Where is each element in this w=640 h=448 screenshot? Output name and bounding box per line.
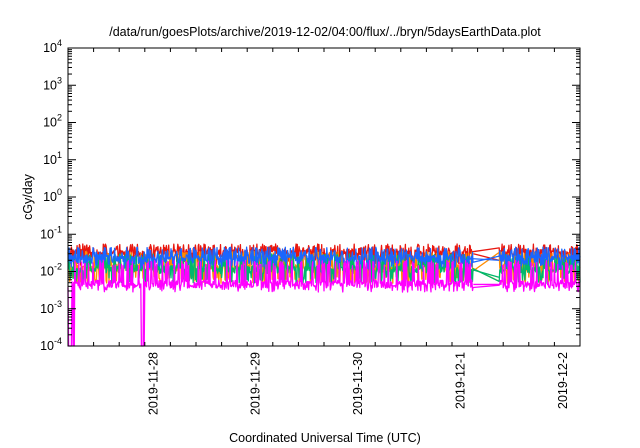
- y-axis: 10-4 10-3 10-2 10-1 100 101 102 103 104: [40, 38, 580, 353]
- x-tick-label: 2019-11-28: [146, 352, 160, 415]
- y-tick-label: 10-1: [40, 224, 62, 241]
- x-tick-label: 2019-12-1: [454, 352, 468, 409]
- series-gap-bridge: [473, 258, 499, 261]
- series-layer: [67, 243, 581, 347]
- x-axis-label: Coordinated Universal Time (UTC): [229, 431, 421, 445]
- y-axis-label: cGy/day: [21, 173, 35, 220]
- chart-title: /data/run/goesPlots/archive/2019-12-02/0…: [109, 25, 541, 39]
- y-tick-label: 104: [43, 38, 62, 55]
- y-tick-label: 102: [43, 113, 62, 130]
- x-tick-label: 2019-11-30: [351, 352, 365, 415]
- y-tick-label: 103: [43, 75, 62, 92]
- series-line: [67, 259, 581, 347]
- y-tick-label: 100: [43, 187, 62, 204]
- x-tick-label: 2019-12-2: [556, 352, 570, 409]
- y-tick-label: 10-2: [40, 262, 62, 279]
- y-tick-label: 10-3: [40, 299, 62, 316]
- x-tick-label: 2019-11-29: [249, 352, 263, 415]
- series-gap-bridge: [473, 269, 500, 278]
- y-tick-label: 101: [43, 150, 62, 167]
- y-tick-label: 10-4: [40, 336, 62, 353]
- x-axis: 2019-11-28 2019-11-29 2019-11-30 2019-12-1 2…: [67, 48, 581, 415]
- series-gap-bridge: [473, 253, 500, 261]
